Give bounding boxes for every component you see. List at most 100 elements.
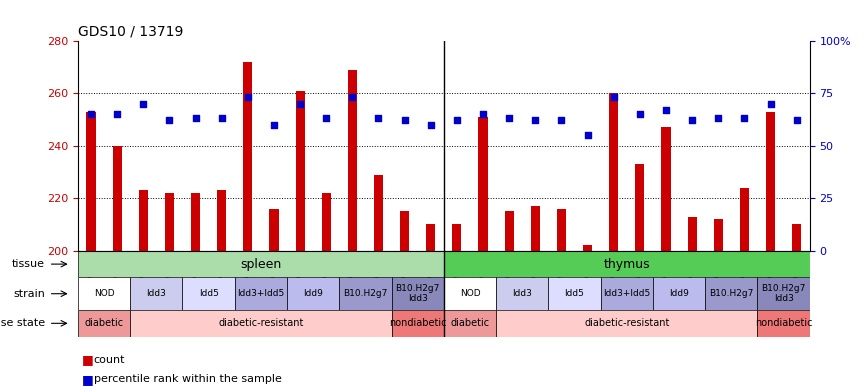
- Bar: [165, 193, 174, 251]
- Bar: [792, 224, 801, 251]
- Point: [607, 94, 621, 101]
- Point: [790, 117, 804, 123]
- Bar: [452, 224, 462, 251]
- Point: [346, 94, 359, 101]
- Bar: [758, 310, 810, 337]
- Bar: [87, 111, 95, 251]
- Point: [633, 111, 647, 117]
- Bar: [766, 111, 775, 251]
- Point: [397, 117, 411, 123]
- Bar: [243, 62, 252, 251]
- Bar: [113, 146, 122, 251]
- Bar: [78, 251, 443, 277]
- Text: diabetic: diabetic: [450, 319, 489, 328]
- Text: count: count: [94, 355, 125, 365]
- Point: [554, 117, 568, 123]
- Bar: [662, 127, 670, 251]
- Bar: [78, 277, 130, 310]
- Point: [659, 107, 673, 113]
- Point: [711, 115, 725, 122]
- Text: nondiabetic: nondiabetic: [755, 319, 812, 328]
- Text: NOD: NOD: [94, 289, 114, 298]
- Text: spleen: spleen: [240, 258, 281, 271]
- Text: B10.H2g7
ldd3: B10.H2g7 ldd3: [761, 284, 805, 303]
- Bar: [287, 277, 339, 310]
- Text: nondiabetic: nondiabetic: [389, 319, 447, 328]
- Point: [450, 117, 464, 123]
- Bar: [478, 117, 488, 251]
- Point: [738, 115, 752, 122]
- Bar: [688, 217, 696, 251]
- Bar: [391, 277, 443, 310]
- Bar: [443, 251, 810, 277]
- Point: [502, 115, 516, 122]
- Point: [163, 117, 177, 123]
- Bar: [78, 310, 130, 337]
- Text: ■: ■: [82, 353, 94, 366]
- Text: ldd9: ldd9: [669, 289, 689, 298]
- Bar: [339, 277, 391, 310]
- Bar: [443, 277, 496, 310]
- Point: [372, 115, 385, 122]
- Point: [110, 111, 124, 117]
- Point: [84, 111, 98, 117]
- Bar: [321, 193, 331, 251]
- Bar: [139, 190, 148, 251]
- Point: [241, 94, 255, 101]
- Bar: [714, 219, 723, 251]
- Text: diabetic-resistant: diabetic-resistant: [218, 319, 304, 328]
- Bar: [391, 310, 443, 337]
- Bar: [705, 277, 758, 310]
- Point: [294, 101, 307, 107]
- Bar: [130, 277, 183, 310]
- Bar: [636, 164, 644, 251]
- Bar: [740, 188, 749, 251]
- Bar: [505, 211, 514, 251]
- Bar: [400, 211, 410, 251]
- Bar: [374, 175, 383, 251]
- Bar: [496, 277, 548, 310]
- Bar: [235, 277, 287, 310]
- Bar: [269, 209, 279, 251]
- Point: [423, 122, 437, 128]
- Bar: [295, 91, 305, 251]
- Text: ■: ■: [82, 373, 94, 386]
- Text: ldd3: ldd3: [513, 289, 533, 298]
- Bar: [609, 93, 618, 251]
- Point: [528, 117, 542, 123]
- Text: tissue: tissue: [12, 259, 45, 269]
- Point: [580, 132, 594, 138]
- Text: B10.H2g7
ldd3: B10.H2g7 ldd3: [396, 284, 440, 303]
- Text: ldd3: ldd3: [146, 289, 166, 298]
- Point: [136, 101, 150, 107]
- Bar: [583, 245, 592, 251]
- Bar: [758, 277, 810, 310]
- Text: ldd5: ldd5: [565, 289, 585, 298]
- Text: ldd3+ldd5: ldd3+ldd5: [237, 289, 285, 298]
- Text: NOD: NOD: [460, 289, 481, 298]
- Point: [267, 122, 281, 128]
- Bar: [548, 277, 601, 310]
- Text: diabetic: diabetic: [85, 319, 124, 328]
- Text: disease state: disease state: [0, 319, 45, 328]
- Text: thymus: thymus: [604, 258, 650, 271]
- Point: [764, 101, 778, 107]
- Bar: [426, 224, 436, 251]
- Point: [476, 111, 490, 117]
- Bar: [443, 310, 496, 337]
- Bar: [217, 190, 226, 251]
- Bar: [496, 310, 758, 337]
- Text: GDS10 / 13719: GDS10 / 13719: [78, 24, 184, 38]
- Bar: [531, 206, 540, 251]
- Text: ldd3+ldd5: ldd3+ldd5: [603, 289, 650, 298]
- Bar: [183, 277, 235, 310]
- Text: B10.H2g7: B10.H2g7: [709, 289, 753, 298]
- Text: diabetic-resistant: diabetic-resistant: [584, 319, 669, 328]
- Bar: [653, 277, 705, 310]
- Bar: [130, 310, 391, 337]
- Text: ldd9: ldd9: [303, 289, 323, 298]
- Bar: [557, 209, 566, 251]
- Text: strain: strain: [13, 289, 45, 299]
- Bar: [348, 70, 357, 251]
- Text: ldd5: ldd5: [198, 289, 218, 298]
